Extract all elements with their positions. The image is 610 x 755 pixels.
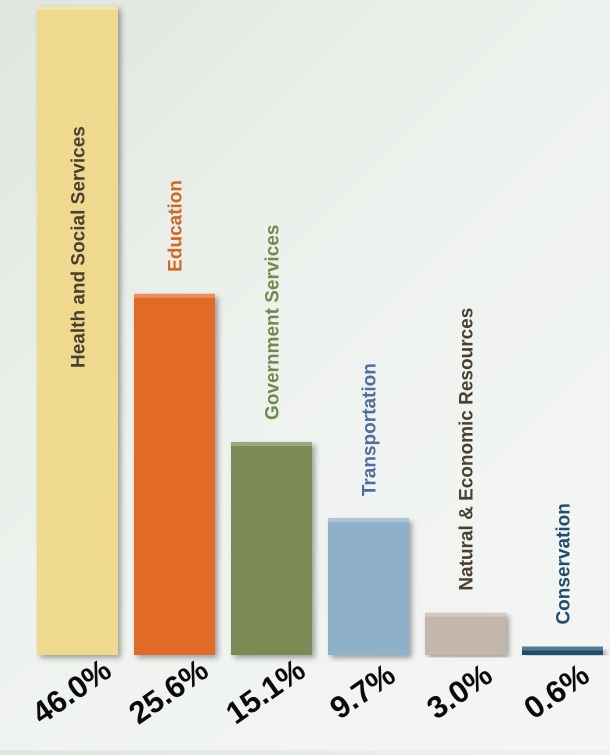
bar-highlight-health-and-social-services [37, 6, 118, 10]
bar-education [134, 293, 215, 655]
bar-highlight-transportation [328, 518, 409, 523]
value-label-natural-and-economic-resources: 3.0% [420, 657, 498, 726]
category-labels-group: Health and Social Services Education Gover… [69, 126, 575, 624]
bar-highlight-conservation [522, 646, 603, 651]
bar-highlight-natural-and-economic-resources [425, 612, 506, 617]
value-label-health-and-social-services: 46.0% [25, 652, 117, 731]
bars-group [37, 6, 603, 655]
value-label-education: 25.6% [122, 652, 214, 731]
category-label-health-and-social-services: Health and Social Services [69, 126, 90, 368]
bar-government-services [231, 441, 312, 655]
category-label-education: Education [166, 180, 187, 272]
bar-health-and-social-services [37, 6, 118, 655]
bar-highlight-education [134, 293, 215, 298]
bar-transportation [328, 518, 409, 655]
category-label-transportation: Transportation [360, 363, 381, 496]
bar-natural-and-economic-resources [425, 612, 506, 655]
bar-highlight-government-services [231, 441, 312, 446]
value-label-conservation: 0.6% [517, 657, 595, 726]
value-label-government-services: 15.1% [219, 652, 311, 731]
bar-conservation [522, 646, 603, 655]
value-labels-group: 46.0% 25.6% 15.1% 9.7% 3.0% 0.6% [25, 652, 595, 731]
category-label-government-services: Government Services [263, 225, 284, 420]
value-label-transportation: 9.7% [323, 657, 401, 726]
category-label-natural-and-economic-resources: Natural & Economic Resources [457, 308, 478, 591]
category-label-conservation: Conservation [554, 503, 575, 624]
